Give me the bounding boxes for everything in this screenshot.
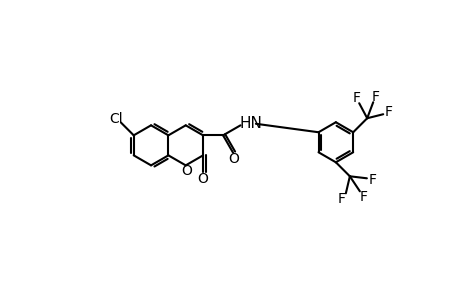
Text: F: F [368,173,375,187]
Text: F: F [371,90,379,104]
Text: O: O [181,164,191,178]
Text: O: O [197,172,208,185]
Text: O: O [228,152,239,166]
Text: F: F [337,193,345,206]
Text: F: F [384,105,392,119]
Text: HN: HN [239,116,261,131]
Text: F: F [359,190,367,205]
Text: F: F [352,91,360,105]
Text: Cl: Cl [109,112,123,126]
